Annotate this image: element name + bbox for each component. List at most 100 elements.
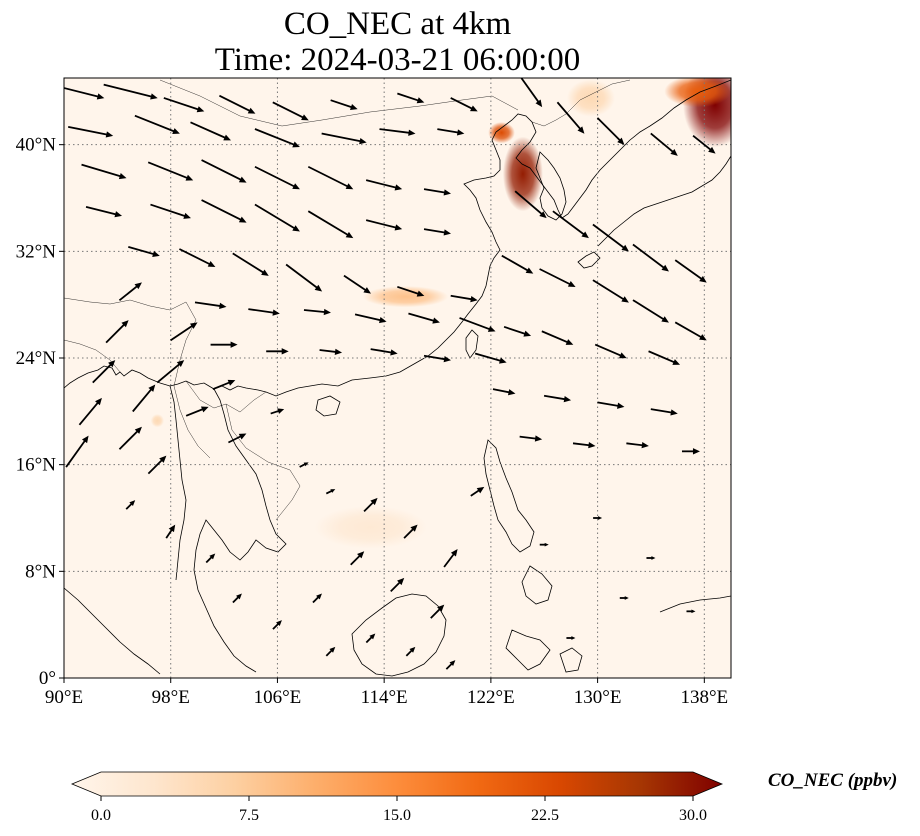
- wind-arrow: [319, 348, 343, 355]
- wind-arrow: [232, 593, 242, 604]
- wind-arrow: [390, 577, 405, 593]
- figure-subtitle: Time: 2024-03-21 06:00:00: [214, 42, 581, 78]
- wind-arrow: [163, 97, 205, 113]
- wind-arrow: [272, 620, 282, 630]
- wind-arrow: [596, 117, 625, 145]
- wind-arrow: [492, 388, 516, 396]
- wind-arrow: [423, 188, 452, 196]
- co-plume: [314, 505, 427, 549]
- wind-arrow: [165, 524, 176, 539]
- co-plume: [502, 136, 543, 212]
- wind-arrow: [365, 179, 403, 191]
- wind-arrow: [430, 604, 445, 619]
- wind-arrow: [459, 317, 496, 332]
- wind-arrow: [228, 433, 247, 444]
- wind-arrow: [619, 596, 629, 600]
- wind-arrow: [350, 551, 365, 566]
- wind-arrow: [105, 320, 129, 344]
- longitude-ticks: 90°E 98°E 106°E 114°E 122°E 130°E 138°E: [45, 678, 728, 708]
- wind-arrow: [85, 205, 123, 218]
- co-plume: [664, 78, 731, 108]
- wind-arrow: [299, 462, 309, 468]
- wind-arrow: [556, 101, 585, 134]
- wind-arrow: [64, 83, 105, 100]
- wind-arrow: [626, 442, 649, 449]
- colorbar-label: CO_NEC (ppbv): [768, 770, 898, 791]
- y-tick-label: 8°N: [25, 561, 56, 582]
- wind-arrow: [503, 325, 532, 337]
- y-tick-label: 24°N: [16, 348, 57, 369]
- wind-arrow: [470, 486, 485, 497]
- concentration-field: [150, 78, 731, 549]
- wind-arrow: [501, 254, 534, 274]
- wind-arrow: [212, 379, 236, 391]
- wind-arrow: [543, 394, 572, 403]
- wind-arrow: [539, 542, 549, 547]
- wind-arrow: [248, 308, 280, 316]
- latitude-ticks: 0° 8°N 16°N 24°N 32°N 40°N: [16, 135, 64, 689]
- wind-arrow: [423, 354, 452, 363]
- colorbar-bar: [70, 771, 724, 797]
- wind-arrow: [443, 548, 458, 568]
- wind-vectors: [64, 78, 716, 670]
- map-background: [64, 78, 731, 678]
- wind-arrow: [674, 321, 707, 341]
- co-plume: [488, 122, 515, 144]
- wind-arrow: [566, 636, 576, 640]
- wind-arrow: [68, 125, 114, 138]
- wind-arrow: [232, 252, 269, 276]
- wind-arrow: [445, 660, 456, 670]
- wind-arrow: [185, 406, 209, 417]
- wind-arrow: [330, 99, 358, 110]
- wind-arrow: [646, 556, 656, 560]
- wind-arrow: [219, 94, 256, 114]
- wind-arrow: [365, 633, 376, 644]
- wind-arrow: [210, 341, 238, 348]
- colorbar: 0.0 7.5 15.0 22.5 30.0: [70, 771, 724, 824]
- colorbar-tick-label: 7.5: [239, 807, 259, 824]
- wind-arrow: [363, 497, 378, 513]
- x-tick-label: 106°E: [254, 687, 302, 708]
- co-plume: [566, 79, 615, 117]
- wind-arrow: [474, 352, 507, 364]
- x-tick-label: 90°E: [45, 687, 83, 708]
- y-tick-label: 16°N: [16, 455, 57, 476]
- wind-arrow: [519, 435, 543, 442]
- wind-arrow: [266, 348, 289, 355]
- wind-arrow: [81, 163, 127, 180]
- colorbar-tick-label: 22.5: [531, 807, 559, 824]
- wind-arrow: [692, 134, 716, 154]
- wind-arrow: [397, 92, 425, 104]
- wind-arrow: [594, 343, 627, 359]
- wind-arrow: [518, 78, 543, 108]
- wind-arrow: [201, 199, 247, 223]
- wind-arrow: [134, 114, 180, 134]
- wind-arrow: [150, 203, 191, 219]
- wind-arrow: [201, 159, 247, 183]
- wind-arrow: [78, 397, 102, 426]
- wind-arrow: [65, 435, 89, 468]
- wind-arrow: [103, 83, 158, 100]
- wind-arrow: [194, 301, 227, 310]
- wind-arrow: [592, 223, 629, 252]
- x-tick-label: 114°E: [361, 687, 408, 708]
- wind-arrow: [303, 308, 331, 316]
- wind-arrow: [254, 203, 300, 232]
- wind-arrow: [254, 128, 300, 148]
- wind-arrow: [632, 299, 669, 323]
- wind-arrow: [593, 516, 603, 520]
- wind-arrow: [132, 384, 156, 413]
- wind-arrow: [541, 330, 574, 345]
- wind-arrow: [514, 190, 547, 219]
- map-frame: [63, 77, 732, 679]
- wind-arrow: [650, 408, 678, 416]
- figure-title: CO_NEC at 4km: [283, 6, 512, 42]
- wind-arrow: [118, 426, 142, 450]
- wind-arrow: [272, 101, 309, 121]
- wind-arrow: [450, 97, 478, 112]
- wind-arrow: [648, 350, 681, 365]
- wind-arrow: [354, 313, 387, 324]
- wind-arrow: [156, 360, 185, 384]
- colorbar-tick-label: 30.0: [679, 807, 707, 824]
